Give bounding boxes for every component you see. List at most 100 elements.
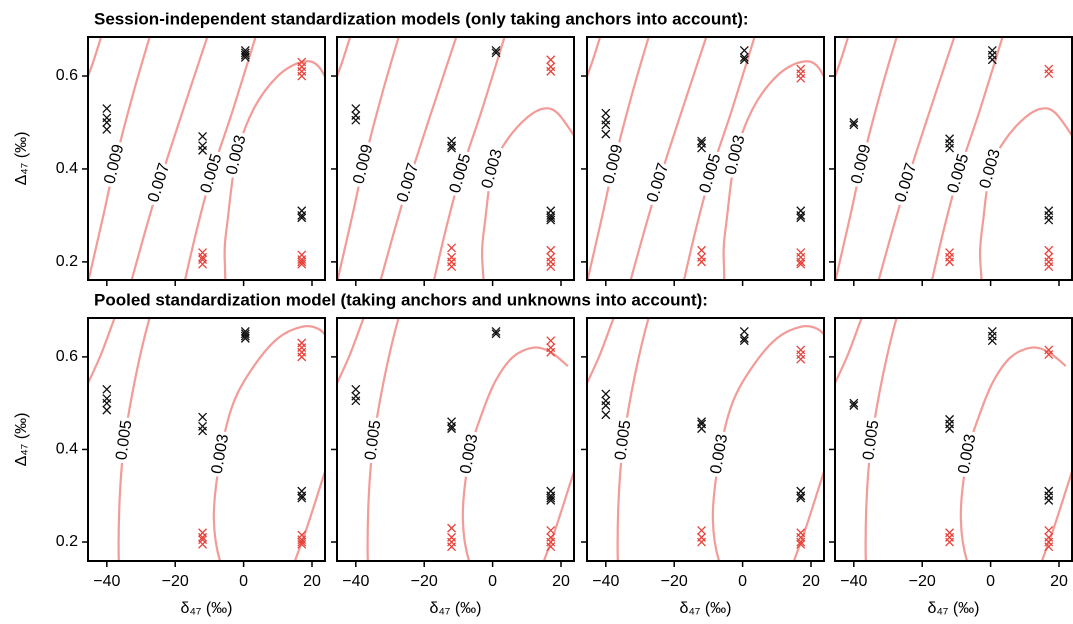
contour-label: 0.003 bbox=[708, 433, 731, 475]
scatter-point bbox=[491, 326, 501, 336]
scatter-point bbox=[796, 73, 806, 83]
scatter-point bbox=[849, 118, 859, 127]
x-axis-label: δ₄₇ (‰) bbox=[927, 600, 979, 617]
scatter-point bbox=[796, 491, 806, 501]
scatter-point bbox=[102, 118, 112, 127]
x-tick-label: 0 bbox=[488, 573, 497, 590]
scatter-point bbox=[697, 532, 707, 542]
scatter-point bbox=[447, 523, 457, 533]
scatter-point bbox=[739, 52, 749, 62]
panel: 0.005 0.003 −40 −20 0 20 δ₄₇ (‰) bbox=[829, 317, 1073, 617]
scatter-point bbox=[1044, 69, 1054, 79]
scatter-point bbox=[796, 248, 806, 258]
scatter-point bbox=[546, 252, 556, 262]
x-tick-label: −20 bbox=[909, 573, 936, 590]
scatter-point bbox=[546, 62, 556, 72]
scatter-point bbox=[198, 248, 208, 258]
y-tick-label: 0.4 bbox=[56, 441, 78, 458]
scatter-point bbox=[351, 396, 361, 406]
contour-line bbox=[711, 325, 824, 561]
scatter-point bbox=[546, 495, 556, 505]
contour-line bbox=[722, 60, 824, 280]
scatter-point bbox=[1044, 257, 1054, 267]
scatter-point bbox=[697, 136, 707, 146]
scatter-point bbox=[546, 215, 556, 225]
scatter-point bbox=[945, 528, 955, 538]
scatter-point bbox=[198, 131, 208, 141]
contour-label: 0.003 bbox=[457, 433, 481, 476]
scatter-point bbox=[739, 333, 749, 343]
scatter-point bbox=[546, 493, 556, 503]
contour-label: 0.009 bbox=[848, 143, 874, 186]
scatter-point bbox=[447, 421, 457, 431]
scatter-point bbox=[796, 257, 806, 267]
contour-label: 0.005 bbox=[198, 152, 226, 195]
scatter-point bbox=[1044, 64, 1054, 74]
contour-line bbox=[88, 37, 151, 280]
scatter-point bbox=[297, 493, 307, 503]
scatter-point bbox=[102, 394, 112, 403]
contour-line bbox=[959, 346, 1072, 561]
x-tick-label: 20 bbox=[303, 573, 321, 590]
scatter-point bbox=[1044, 542, 1054, 552]
scatter-point bbox=[351, 384, 361, 394]
x-tick-label: −40 bbox=[840, 573, 867, 590]
plot-frame bbox=[834, 317, 1073, 562]
scatter-point bbox=[198, 141, 208, 151]
scatter-point bbox=[447, 424, 457, 434]
scatter-point bbox=[987, 55, 997, 65]
scatter-point bbox=[102, 113, 112, 123]
x-tick-label: −40 bbox=[592, 573, 619, 590]
contour-line bbox=[877, 37, 956, 280]
scatter-point bbox=[198, 252, 208, 262]
scatter-point bbox=[546, 66, 556, 76]
contour-line bbox=[212, 325, 325, 561]
scatter-point bbox=[447, 537, 457, 547]
contour-label: 0.005 bbox=[362, 419, 384, 461]
scatter-point bbox=[987, 46, 997, 55]
scatter-point bbox=[297, 343, 307, 353]
scatter-point bbox=[546, 55, 556, 65]
contour-label: 0.003 bbox=[224, 133, 250, 176]
x-tick-label: −40 bbox=[93, 573, 120, 590]
scatter-point bbox=[546, 336, 556, 346]
scatter-point bbox=[796, 537, 806, 547]
scatter-point bbox=[739, 336, 749, 346]
scatter-point bbox=[796, 493, 806, 503]
scatter-point bbox=[945, 248, 955, 258]
scatter-point bbox=[297, 338, 307, 348]
x-tick-label: −40 bbox=[342, 573, 369, 590]
scatter-point bbox=[297, 213, 307, 223]
scatter-point bbox=[945, 419, 955, 429]
scatter-point bbox=[198, 421, 208, 431]
contour-line bbox=[130, 37, 209, 280]
scatter-point bbox=[198, 539, 208, 549]
scatter-point bbox=[447, 417, 457, 427]
panel-heading: Pooled standardization model (taking anc… bbox=[94, 290, 708, 309]
scatter-point bbox=[796, 206, 806, 216]
scatter-point bbox=[1044, 210, 1054, 220]
scatter-point bbox=[1044, 525, 1054, 535]
scatter-point bbox=[796, 69, 806, 79]
scatter-point bbox=[297, 66, 307, 76]
contour-line bbox=[835, 37, 898, 280]
scatter-point bbox=[297, 352, 307, 362]
x-tick-label: 20 bbox=[1050, 573, 1068, 590]
scatter-point bbox=[987, 336, 997, 346]
scatter-point bbox=[796, 345, 806, 355]
x-axis-label: δ₄₇ (‰) bbox=[180, 600, 232, 617]
scatter-point bbox=[796, 486, 806, 496]
scatter-point bbox=[546, 206, 556, 216]
scatter-point bbox=[198, 412, 208, 422]
contour-label: 0.005 bbox=[612, 419, 634, 461]
scatter-point bbox=[796, 252, 806, 262]
panel-heading: Session-independent standardization mode… bbox=[94, 9, 749, 28]
x-tick-label: 20 bbox=[802, 573, 820, 590]
y-tick-label: 0.4 bbox=[56, 160, 78, 177]
scatter-point bbox=[1044, 245, 1054, 255]
scatter-point bbox=[796, 64, 806, 74]
x-tick-label: −20 bbox=[661, 573, 688, 590]
scatter-point bbox=[1044, 215, 1054, 225]
scatter-point bbox=[1044, 262, 1054, 271]
